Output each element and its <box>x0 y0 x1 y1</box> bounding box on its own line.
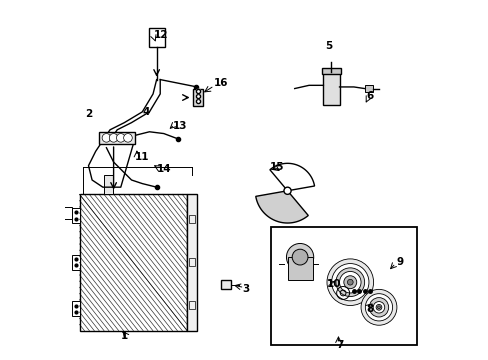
Circle shape <box>286 243 313 271</box>
Bar <box>80 194 187 330</box>
Text: 6: 6 <box>366 91 373 101</box>
Text: 3: 3 <box>242 284 249 294</box>
Circle shape <box>360 289 396 325</box>
Bar <box>364 85 372 92</box>
Bar <box>271 226 416 345</box>
Circle shape <box>326 259 373 306</box>
Bar <box>72 255 80 270</box>
Bar <box>62 207 72 220</box>
Text: 1: 1 <box>121 331 128 341</box>
Circle shape <box>123 134 132 142</box>
Bar <box>188 258 195 266</box>
Circle shape <box>102 134 110 142</box>
Bar <box>104 175 112 194</box>
Bar <box>72 208 80 223</box>
Bar <box>99 132 135 144</box>
Text: 13: 13 <box>172 121 187 131</box>
Circle shape <box>339 271 360 293</box>
Circle shape <box>284 187 290 194</box>
Text: 16: 16 <box>214 78 228 88</box>
Bar <box>321 68 341 74</box>
Text: 10: 10 <box>326 279 341 289</box>
Polygon shape <box>269 163 314 191</box>
Text: 5: 5 <box>325 41 332 50</box>
Text: 15: 15 <box>269 162 284 172</box>
Circle shape <box>109 134 118 142</box>
Circle shape <box>368 298 388 317</box>
Text: 14: 14 <box>156 164 171 174</box>
Circle shape <box>375 305 381 310</box>
Text: 4: 4 <box>142 107 149 117</box>
Circle shape <box>372 302 384 313</box>
Bar <box>192 89 203 107</box>
Bar <box>188 301 195 309</box>
Circle shape <box>343 276 356 289</box>
Circle shape <box>346 279 352 285</box>
Circle shape <box>377 306 380 309</box>
Text: 9: 9 <box>396 257 403 267</box>
Circle shape <box>335 268 364 297</box>
Circle shape <box>331 264 368 301</box>
Bar <box>287 257 312 280</box>
Text: 7: 7 <box>335 340 343 350</box>
Bar <box>72 301 80 316</box>
Text: 11: 11 <box>135 152 149 162</box>
Bar <box>323 72 339 105</box>
Circle shape <box>292 249 307 265</box>
Bar <box>221 280 231 289</box>
Text: 12: 12 <box>154 30 168 40</box>
Text: 2: 2 <box>85 109 92 119</box>
Text: 8: 8 <box>366 304 373 314</box>
Polygon shape <box>255 191 307 223</box>
Circle shape <box>116 134 125 142</box>
Bar <box>188 215 195 223</box>
Bar <box>187 194 197 330</box>
Bar <box>148 28 164 47</box>
Circle shape <box>365 294 392 321</box>
